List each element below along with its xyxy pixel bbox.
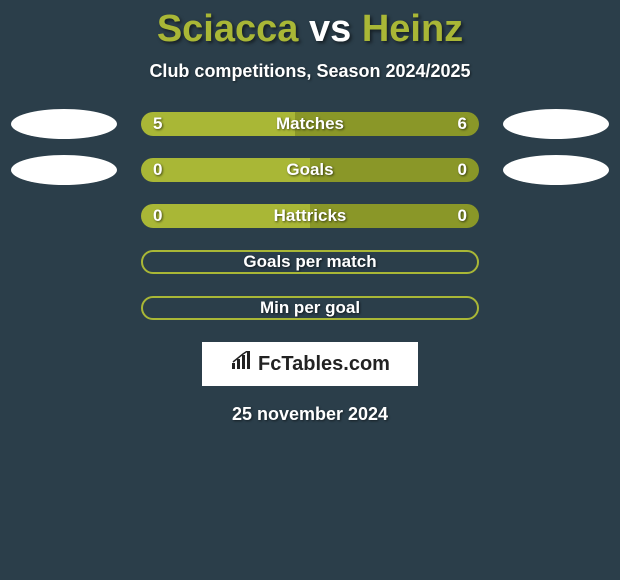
stat-bar: Matches56 <box>141 112 479 136</box>
brand-box[interactable]: FcTables.com <box>202 342 418 386</box>
brand-label: FcTables.com <box>258 353 390 376</box>
stat-value-right: 0 <box>458 206 467 226</box>
bar-right-fill <box>295 112 479 136</box>
subtitle: Club competitions, Season 2024/2025 <box>0 61 620 82</box>
stat-value-left: 0 <box>153 160 162 180</box>
stat-bar: Goals00 <box>141 158 479 182</box>
title-player1: Sciacca <box>157 8 299 50</box>
stat-row: Hattricks00 <box>0 204 620 228</box>
stat-label: Min per goal <box>260 298 360 318</box>
stat-value-left: 0 <box>153 206 162 226</box>
stat-bar: Goals per match <box>141 250 479 274</box>
oval-spacer <box>503 247 609 277</box>
stat-value-right: 6 <box>458 114 467 134</box>
stat-bar: Min per goal <box>141 296 479 320</box>
stat-value-left: 5 <box>153 114 162 134</box>
page-title: Sciacca vs Heinz <box>0 0 620 51</box>
stats-container: Matches56Goals00Hattricks00Goals per mat… <box>0 112 620 320</box>
player1-badge <box>11 155 117 185</box>
stat-row: Goals per match <box>0 250 620 274</box>
title-player2: Heinz <box>362 8 463 50</box>
bar-left-fill <box>141 158 310 182</box>
brand-text: FcTables.com <box>230 351 390 377</box>
player1-badge <box>11 109 117 139</box>
oval-spacer <box>503 293 609 323</box>
oval-spacer <box>11 293 117 323</box>
oval-spacer <box>11 247 117 277</box>
bar-chart-icon <box>230 351 254 377</box>
title-vs: vs <box>309 8 351 50</box>
stat-row: Matches56 <box>0 112 620 136</box>
stat-row: Goals00 <box>0 158 620 182</box>
footer-date: 25 november 2024 <box>0 404 620 425</box>
bar-left-fill <box>141 204 310 228</box>
oval-spacer <box>503 201 609 231</box>
oval-spacer <box>11 201 117 231</box>
stat-row: Min per goal <box>0 296 620 320</box>
bar-right-fill <box>310 158 479 182</box>
bar-right-fill <box>310 204 479 228</box>
player2-badge <box>503 155 609 185</box>
stat-value-right: 0 <box>458 160 467 180</box>
player2-badge <box>503 109 609 139</box>
stat-label: Goals per match <box>243 252 376 272</box>
bar-left-fill <box>141 112 295 136</box>
stat-bar: Hattricks00 <box>141 204 479 228</box>
